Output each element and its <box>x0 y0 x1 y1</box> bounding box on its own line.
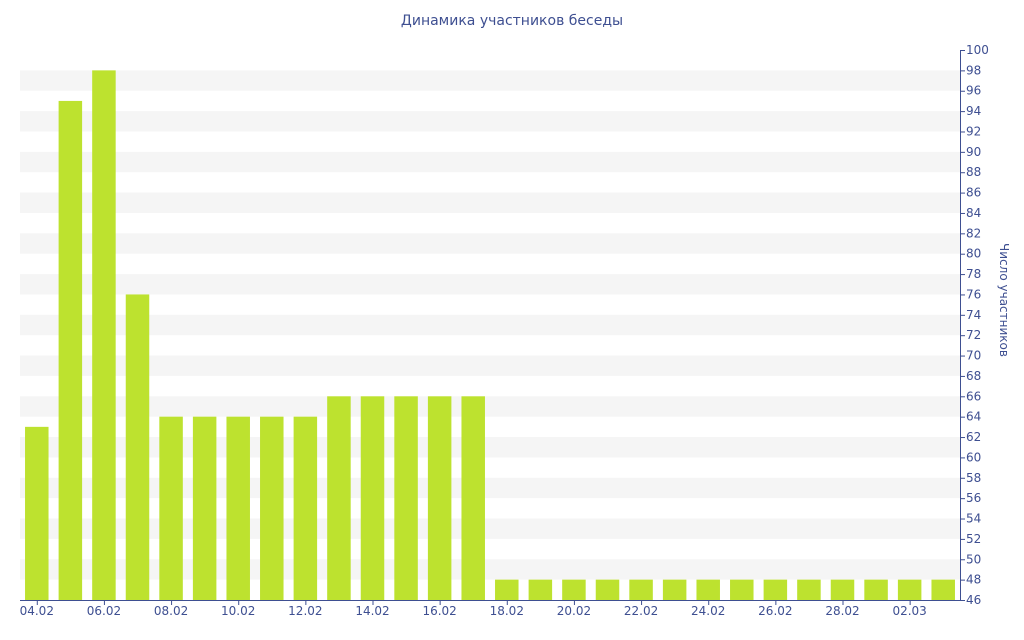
bar <box>931 579 955 600</box>
y-tick-label: 48 <box>966 573 981 587</box>
grid-band <box>20 396 960 417</box>
bar <box>461 396 485 600</box>
bar <box>629 579 653 600</box>
y-tick-label: 70 <box>966 349 981 363</box>
x-tick-label: 06.02 <box>87 604 121 618</box>
y-tick-label: 72 <box>966 328 981 342</box>
grid-band <box>20 437 960 458</box>
y-tick-label: 60 <box>966 450 981 464</box>
bar <box>260 416 284 600</box>
grid-band <box>20 477 960 499</box>
grid-band <box>20 518 960 539</box>
y-tick-label: 94 <box>966 104 981 118</box>
y-tick-label: 66 <box>966 389 981 403</box>
y-tick-label: 46 <box>966 593 981 607</box>
x-tick-label: 14.02 <box>355 604 389 618</box>
y-tick-label: 74 <box>966 308 981 322</box>
y-tick-label: 98 <box>966 63 981 77</box>
bar <box>696 579 720 600</box>
bar <box>562 579 586 600</box>
x-tick-label: 26.02 <box>758 604 792 618</box>
y-tick-label: 80 <box>966 247 981 261</box>
y-tick-label: 78 <box>966 267 981 281</box>
x-tick-label: 08.02 <box>154 604 188 618</box>
chart-title: Динамика участников беседы <box>400 13 624 29</box>
y-tick-label: 76 <box>966 287 981 301</box>
y-axis-label: Число участников <box>997 243 1011 357</box>
grid-band <box>20 314 960 336</box>
grid-band <box>20 233 960 254</box>
bar <box>58 100 83 600</box>
x-tick-label: 18.02 <box>490 604 524 618</box>
x-tick-label: 02.03 <box>892 604 926 618</box>
bar <box>730 579 754 600</box>
y-tick-label: 54 <box>966 512 981 526</box>
y-tick-label: 100 <box>966 43 989 57</box>
grid-band <box>20 111 960 132</box>
grid-band <box>20 151 960 173</box>
x-tick-label: 04.02 <box>20 604 54 618</box>
bar-series <box>25 70 955 601</box>
bar <box>327 396 351 600</box>
grid-bands <box>20 70 960 580</box>
y-tick-label: 68 <box>966 369 981 383</box>
grid-band <box>20 274 960 295</box>
x-tick-label: 24.02 <box>691 604 725 618</box>
grid-band <box>20 559 960 580</box>
bar <box>763 579 788 600</box>
y-tick-label: 52 <box>966 532 981 546</box>
bar <box>427 396 452 600</box>
y-tick-label: 82 <box>966 226 981 240</box>
x-axis-ticks: 04.02 06.02 08.02 10.02 12.02 14.02 16.02 18.02… <box>20 600 927 618</box>
bar <box>495 579 519 600</box>
y-tick-label: 88 <box>966 165 981 179</box>
bar <box>25 426 49 600</box>
y-tick-label: 96 <box>966 84 981 98</box>
bar <box>528 579 553 600</box>
bar <box>226 416 250 600</box>
y-tick-label: 84 <box>966 206 981 220</box>
x-tick-label: 16.02 <box>422 604 456 618</box>
y-tick-label: 58 <box>966 471 981 485</box>
y-tick-label: 50 <box>966 552 981 566</box>
x-tick-label: 20.02 <box>557 604 591 618</box>
y-tick-label: 62 <box>966 430 981 444</box>
grid-band <box>20 355 960 376</box>
y-tick-label: 92 <box>966 124 981 138</box>
bar <box>360 396 385 600</box>
y-tick-label: 64 <box>966 410 981 424</box>
x-tick-label: 12.02 <box>288 604 322 618</box>
bar <box>662 579 687 600</box>
x-tick-label: 10.02 <box>221 604 255 618</box>
y-tick-label: 56 <box>966 491 981 505</box>
bar <box>595 579 620 600</box>
grid-band <box>20 192 960 213</box>
y-tick-label: 86 <box>966 186 981 200</box>
bar <box>864 579 888 600</box>
bar <box>159 416 183 600</box>
bar <box>192 416 217 600</box>
grid-band <box>20 70 960 91</box>
bar <box>897 579 922 600</box>
x-tick-label: 28.02 <box>825 604 859 618</box>
bar <box>125 294 150 600</box>
bar <box>293 416 318 600</box>
bar <box>92 70 116 601</box>
y-tick-label: 90 <box>966 145 981 159</box>
bar <box>394 396 418 600</box>
bar <box>797 579 821 600</box>
y-axis-ticks: 46 48 50 52 54 56 58 60 62 64 66 68 70 72 74 76 78 80 82 84… <box>960 43 989 607</box>
x-tick-label: 22.02 <box>624 604 658 618</box>
bar <box>830 579 855 600</box>
